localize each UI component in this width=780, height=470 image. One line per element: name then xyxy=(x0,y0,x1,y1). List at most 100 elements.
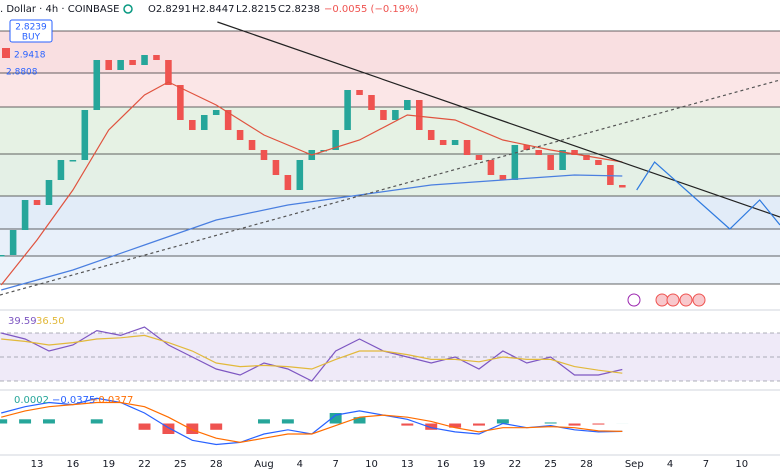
header-bg xyxy=(0,0,780,18)
macd-histogram-bar xyxy=(162,423,175,434)
x-tick-label: 22 xyxy=(508,459,521,470)
candle xyxy=(200,115,208,130)
macd-histogram-bar xyxy=(449,423,462,428)
macd-histogram-bar xyxy=(473,423,485,426)
indicator-line xyxy=(1,174,623,291)
candle xyxy=(93,60,101,110)
status-dot xyxy=(123,4,133,14)
candle xyxy=(224,110,232,130)
x-tick-label: 16 xyxy=(66,459,79,470)
x-tick-label: 28 xyxy=(210,459,223,470)
ohlc-change: −0.0055 (−0.19%) xyxy=(324,4,419,15)
candle xyxy=(439,140,447,145)
candle xyxy=(368,95,375,110)
macd-histogram-bar xyxy=(90,419,103,424)
symbol-title: . Dollar · 4h · COINBASE xyxy=(0,4,119,15)
level-zone xyxy=(0,154,780,196)
level-zone xyxy=(0,229,780,256)
x-tick-label: 19 xyxy=(102,459,115,470)
x-tick-label: 16 xyxy=(437,459,450,470)
event-icon[interactable] xyxy=(627,293,641,307)
macd-histogram-bar xyxy=(186,423,199,434)
candle xyxy=(487,160,495,175)
candle xyxy=(45,180,53,205)
candle xyxy=(404,100,411,110)
x-tick-label: 10 xyxy=(365,459,378,470)
candle xyxy=(212,110,220,115)
x-tick-label: 25 xyxy=(174,459,187,470)
candle xyxy=(344,90,351,130)
candle xyxy=(535,150,542,155)
candle xyxy=(141,55,148,65)
macd-histogram-bar xyxy=(210,423,223,430)
rsi-line xyxy=(1,334,623,374)
macd-histogram-bar xyxy=(401,423,414,426)
candle xyxy=(165,60,172,85)
candle xyxy=(463,140,471,155)
candle xyxy=(177,85,184,120)
x-tick-label: 28 xyxy=(580,459,593,470)
macd-histogram-bar xyxy=(281,419,294,424)
level-zone xyxy=(0,73,780,107)
indicator-line xyxy=(217,21,780,218)
candle xyxy=(511,145,519,180)
indicator-line xyxy=(636,161,780,230)
candle xyxy=(260,150,268,160)
x-tick-label: Sep xyxy=(625,459,644,470)
macd-histogram-bar xyxy=(425,423,438,430)
candle xyxy=(427,130,435,140)
candle xyxy=(571,150,578,155)
candle xyxy=(69,160,77,162)
x-tick-label: 4 xyxy=(667,459,673,470)
ohlc-open: O2.8291 xyxy=(148,4,191,15)
x-tick-label: 7 xyxy=(332,459,338,470)
macd-histogram-bar xyxy=(43,419,55,424)
level-zone xyxy=(0,107,780,154)
level-zone xyxy=(0,31,780,73)
candle xyxy=(332,130,339,150)
buy-badge[interactable] xyxy=(9,19,53,43)
macd-hist-value: 0.0002 xyxy=(14,395,49,406)
x-tick-label: 13 xyxy=(31,459,44,470)
candle xyxy=(296,160,304,190)
ohlc-close: C2.8238 xyxy=(278,4,320,15)
candle xyxy=(81,110,89,160)
candle xyxy=(547,155,554,170)
macd-histogram-bar xyxy=(353,417,366,424)
x-tick-label: 7 xyxy=(703,459,709,470)
candle xyxy=(9,230,17,255)
rsi-band xyxy=(0,333,780,381)
candle xyxy=(499,175,507,180)
macd-histogram-bar xyxy=(19,419,32,424)
macd-histogram-bar xyxy=(592,423,605,425)
candle xyxy=(0,255,5,257)
x-tick-label: 10 xyxy=(735,459,748,470)
macd-histogram-bar xyxy=(496,419,509,424)
macd-histogram-bar xyxy=(568,423,581,426)
x-tick-label: 13 xyxy=(401,459,414,470)
event-icon[interactable] xyxy=(679,293,693,307)
macd-signal-value: −0.0377 xyxy=(90,395,133,406)
candle xyxy=(21,200,29,230)
event-icon[interactable] xyxy=(666,293,680,307)
buy-label: BUY xyxy=(22,33,41,43)
candle xyxy=(153,55,160,60)
candle xyxy=(129,60,136,65)
candle xyxy=(57,160,65,180)
candle xyxy=(105,60,112,70)
candle xyxy=(33,200,41,205)
event-icon[interactable] xyxy=(655,293,669,307)
candle xyxy=(415,100,423,130)
x-tick-label: 25 xyxy=(544,459,557,470)
rsi-ma-value: 36.50 xyxy=(36,316,65,327)
macd-histogram-bar xyxy=(258,419,270,424)
candle xyxy=(583,155,590,160)
candle xyxy=(595,160,602,165)
candle xyxy=(236,130,244,140)
event-icon[interactable] xyxy=(692,293,706,307)
candle xyxy=(248,140,256,150)
x-tick-label: 22 xyxy=(138,459,151,470)
candle xyxy=(451,140,459,145)
level-zone xyxy=(0,256,780,284)
ohlc-high: H2.8447 xyxy=(192,4,235,15)
